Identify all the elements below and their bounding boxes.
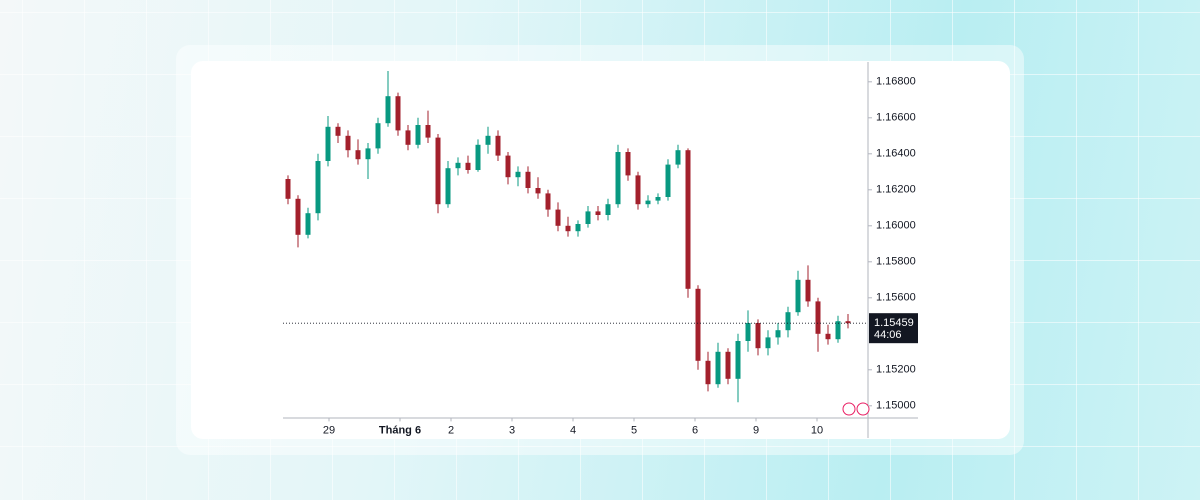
candle-body (585, 211, 591, 224)
candle-body (475, 144, 481, 170)
last-price-tag (869, 313, 918, 344)
candle-body (505, 155, 511, 178)
candle-body (795, 279, 801, 313)
candle-body (465, 162, 471, 170)
candle-body (785, 312, 791, 331)
candle-body (385, 96, 391, 124)
y-tick-label: 1.15600 (876, 292, 916, 304)
y-tick-label: 1.15200 (876, 364, 916, 376)
x-tick-label: 6 (692, 424, 698, 436)
candle-body (525, 171, 531, 188)
candle-body (595, 211, 601, 215)
flag-icon (856, 402, 870, 416)
candle-body (445, 168, 451, 205)
candle-body (455, 162, 461, 169)
y-tick-label: 1.15800 (876, 256, 916, 268)
candle-body (425, 125, 431, 138)
x-tick-label: 29 (323, 424, 335, 436)
candle-body (765, 337, 771, 349)
x-tick-label: Tháng 6 (379, 424, 421, 436)
candle-body (565, 225, 571, 232)
x-tick-label: 10 (811, 424, 823, 436)
candle-body (515, 171, 521, 178)
y-tick-label: 1.16000 (876, 220, 916, 232)
last-price-label: 1.15459 (874, 317, 914, 329)
candle-body (685, 150, 691, 289)
candle-body (305, 213, 311, 235)
candle-body (755, 323, 761, 349)
countdown: 44:06 (874, 329, 902, 341)
candle-body (655, 197, 661, 201)
y-tick-label: 1.16400 (876, 148, 916, 160)
candle-body (485, 135, 491, 145)
candle-body (675, 150, 681, 165)
candle-body (625, 152, 631, 176)
candle-body (645, 200, 651, 205)
x-tick-label: 2 (448, 424, 454, 436)
candle-body (815, 301, 821, 334)
candle-body (805, 279, 811, 302)
candle-body (845, 321, 851, 324)
candle-body (775, 330, 781, 338)
candle-body (735, 341, 741, 379)
x-tick-label: 3 (509, 424, 515, 436)
candle-body (695, 288, 701, 361)
candle-body (405, 130, 411, 145)
candle-body (285, 179, 291, 199)
candle-body (365, 148, 371, 160)
candle-body (715, 351, 721, 385)
candle-body (355, 150, 361, 160)
candle-body (395, 96, 401, 131)
y-tick-label: 1.15000 (876, 400, 916, 412)
candle-body (315, 161, 321, 214)
candle-body (635, 175, 641, 205)
candle-body (825, 333, 831, 340)
candle-body (375, 123, 381, 149)
candle-body (435, 137, 441, 205)
candle-body (335, 126, 341, 136)
candle-body (725, 351, 731, 379)
candle-body (745, 323, 751, 341)
candle-body (575, 224, 581, 232)
y-tick-label: 1.16200 (876, 184, 916, 196)
candle-body (615, 152, 621, 205)
candle-body (545, 193, 551, 210)
x-tick-label: 4 (570, 424, 576, 436)
candle-body (535, 188, 541, 194)
candle-body (705, 360, 711, 385)
x-tick-label: 9 (753, 424, 759, 436)
candle-body (495, 135, 501, 156)
y-tick-label: 1.16600 (876, 112, 916, 124)
candle-body (605, 204, 611, 215)
candle-body (835, 321, 841, 340)
candle-body (325, 126, 331, 161)
candle-body (415, 125, 421, 145)
x-tick-label: 5 (631, 424, 637, 436)
candle-body (295, 198, 301, 235)
y-tick-label: 1.16800 (876, 76, 916, 88)
candle-body (345, 135, 351, 151)
candle-body (665, 164, 671, 197)
candle-body (555, 209, 561, 226)
event-icon (842, 402, 856, 416)
